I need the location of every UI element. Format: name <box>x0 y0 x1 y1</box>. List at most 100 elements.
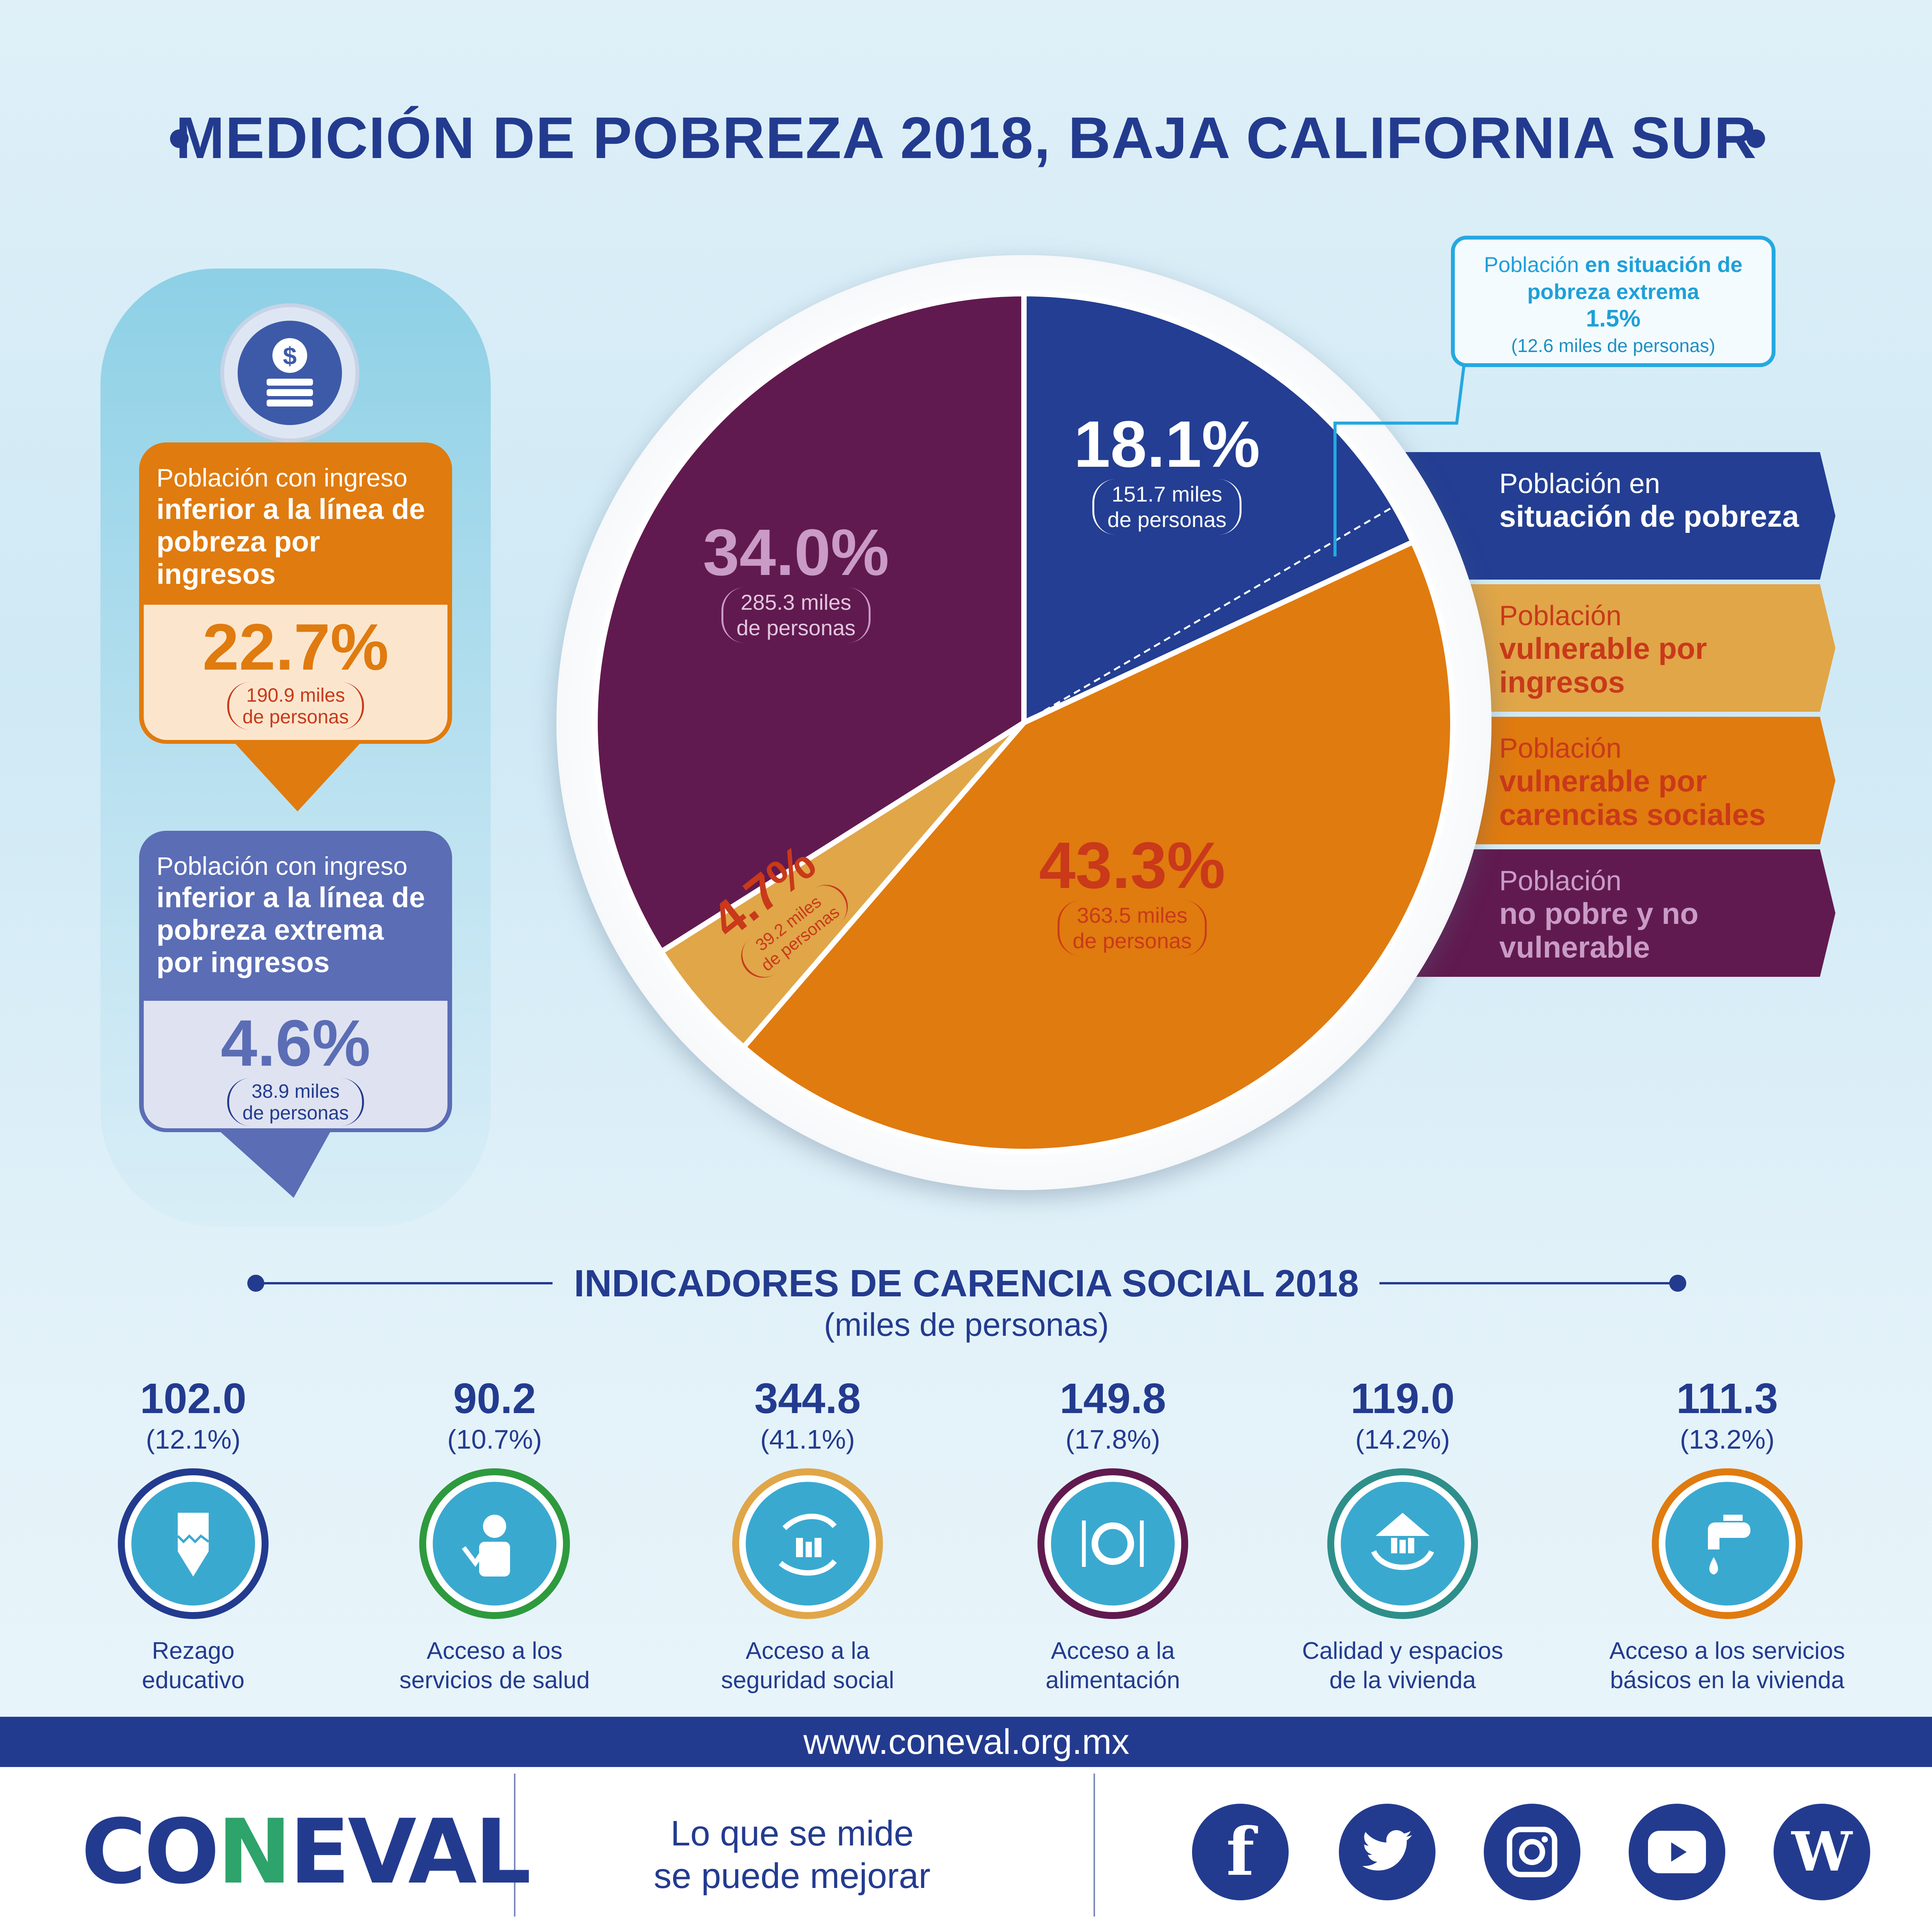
indicator-badge <box>1037 1468 1188 1619</box>
indicator-label: Acceso a los servicios de salud <box>348 1636 641 1695</box>
twitter-icon[interactable] <box>1339 1804 1435 1900</box>
indicator-item: 119.0 (14.2%) Calidad y espacios de la v… <box>1256 1376 1549 1695</box>
income-line-card-pointer <box>232 740 363 811</box>
slice-no-pobre <box>592 291 1027 956</box>
extreme-line-card-pointer <box>216 1128 332 1198</box>
legend-vulnerable-carencias-plain: Población <box>1499 733 1622 764</box>
slice-miles-pobreza-2: de personas <box>1107 507 1227 532</box>
page-title: MEDICIÓN DE POBREZA 2018, BAJA CALIFORNI… <box>175 105 1757 171</box>
indicators-rule-right <box>1379 1282 1677 1284</box>
indicator-value: 119.0 <box>1350 1375 1455 1422</box>
indicator-item: 90.2 (10.7%) Acceso a los servicios de s… <box>348 1376 641 1695</box>
callout-pobreza-extrema: Población en situación de pobreza extrem… <box>1451 236 1776 367</box>
legend-no-pobre-ribbon <box>1376 849 1835 977</box>
indicator-label-line-2: de la vivienda <box>1329 1667 1476 1694</box>
income-line-card: Población con ingreso inferior a la líne… <box>139 442 452 744</box>
legend-pobreza-ribbon <box>1376 452 1835 580</box>
extreme-line-miles-1: 38.9 miles <box>252 1080 340 1102</box>
legend-vulnerable-ingresos-plain: Población <box>1499 600 1622 631</box>
slice-miles-pobreza: 151.7 miles de personas <box>1092 479 1242 535</box>
legend-no-pobre: Población no pobre y no vulnerable <box>1376 849 1835 977</box>
house-icon <box>1341 1482 1464 1605</box>
footer-divider-right <box>1094 1774 1095 1917</box>
extreme-line-card: Población con ingreso inferior a la líne… <box>139 831 452 1132</box>
slice-pct-carencias: 43.3% <box>1039 829 1226 902</box>
footer <box>0 1767 1932 1932</box>
slice-miles-no-pobre-2: de personas <box>736 616 856 640</box>
instagram-icon[interactable] <box>1484 1804 1580 1900</box>
income-line-card-bold: inferior a la línea de pobreza por ingre… <box>156 493 425 590</box>
extreme-line-miles-2: de personas <box>242 1102 349 1124</box>
legend-no-pobre-bold: no pobre y no vulnerable <box>1499 896 1699 964</box>
pie-chart <box>592 291 1456 1154</box>
extreme-line-card-plain: Población con ingreso <box>156 852 408 880</box>
faucet-icon <box>1665 1482 1789 1605</box>
indicator-pct: (13.2%) <box>1680 1424 1775 1454</box>
indicator-pct: (12.1%) <box>146 1424 241 1454</box>
legend-vulnerable-ingresos: Población vulnerable por ingresos <box>1376 584 1835 712</box>
indicator-label-line-1: Acceso a los servicios <box>1609 1638 1845 1664</box>
income-line-miles: 190.9 miles de personas <box>227 682 364 730</box>
indicator-label-line-1: Acceso a los <box>427 1638 563 1664</box>
income-line-pct: 22.7% <box>202 611 389 684</box>
slice-miles-pobreza-1: 151.7 miles <box>1111 482 1223 506</box>
indicator-value: 102.0 <box>140 1375 247 1422</box>
svg-text:$: $ <box>283 342 297 370</box>
indicator-label: Acceso a los servicios básicos en la viv… <box>1580 1636 1874 1695</box>
extreme-line-miles: 38.9 miles de personas <box>227 1078 364 1126</box>
legend-vulnerable-ingresos-ribbon <box>1376 584 1835 712</box>
indicator-item: 344.8 (41.1%) Acceso a la seguridad soci… <box>661 1376 954 1695</box>
indicator-value: 344.8 <box>754 1375 861 1422</box>
slice-miles-carencias-1: 363.5 miles <box>1077 903 1188 927</box>
indicator-badge <box>118 1468 269 1619</box>
legend-pobreza-bold: situación de pobreza <box>1499 499 1799 533</box>
slice-label-pobreza: 18.1% 151.7 miles de personas <box>1059 410 1275 535</box>
youtube-icon[interactable] <box>1629 1804 1725 1900</box>
income-line-miles-2: de personas <box>242 706 349 728</box>
title-bullet-left <box>170 129 189 148</box>
indicator-label-line-1: Acceso a la <box>1051 1638 1175 1664</box>
plate-icon <box>1051 1482 1175 1605</box>
slogan-line-1: Lo que se mide <box>670 1814 914 1853</box>
slice-label-no-pobre: 34.0% 285.3 miles de personas <box>688 518 904 643</box>
indicator-pct: (14.2%) <box>1355 1424 1450 1454</box>
facebook-icon[interactable]: f <box>1192 1804 1289 1900</box>
indicator-value: 149.8 <box>1060 1375 1166 1422</box>
indicator-item: 102.0 (12.1%) Rezago educativo <box>46 1376 340 1695</box>
indicator-badge <box>419 1468 570 1619</box>
legend-pobreza: Población en situación de pobreza <box>1376 452 1835 580</box>
indicator-label-line-2: seguridad social <box>721 1667 895 1694</box>
indicator-label-line-2: alimentación <box>1045 1667 1180 1694</box>
website-link[interactable]: www.coneval.org.mx <box>0 1717 1932 1767</box>
indicators-bullet-right <box>1669 1275 1686 1292</box>
indicator-badge <box>1327 1468 1478 1619</box>
indicator-pct: (41.1%) <box>760 1424 855 1454</box>
indicator-label: Calidad y espacios de la vivienda <box>1256 1636 1549 1695</box>
callout-plain: Población <box>1484 252 1579 277</box>
slogan-line-2: se puede mejorar <box>654 1856 930 1896</box>
income-line-miles-1: 190.9 miles <box>246 684 345 706</box>
legend-no-pobre-plain: Población <box>1499 866 1622 896</box>
indicator-item: 111.3 (13.2%) Acceso a los servicios bás… <box>1580 1376 1874 1695</box>
money-icon: $ <box>220 303 359 442</box>
footer-divider-left <box>514 1774 515 1917</box>
slice-pobreza <box>1021 291 1417 727</box>
callout-bold: en situación de pobreza extrema <box>1527 252 1743 304</box>
wikipedia-icon[interactable]: W <box>1774 1804 1870 1900</box>
indicators-subtitle: (miles de personas) <box>824 1306 1109 1343</box>
callout-pct: 1.5% <box>1586 305 1641 332</box>
slice-miles-carencias: 363.5 miles de personas <box>1057 900 1207 956</box>
indicator-pct: (10.7%) <box>447 1424 542 1454</box>
slice-carencias <box>740 538 1456 1154</box>
indicator-label: Acceso a la seguridad social <box>661 1636 954 1695</box>
family-hands-icon <box>746 1482 869 1605</box>
indicator-value: 90.2 <box>453 1375 536 1422</box>
indicators-rule-left <box>255 1282 553 1284</box>
slice-miles-no-pobre: 285.3 miles de personas <box>721 587 871 643</box>
indicators-title: INDICADORES DE CARENCIA SOCIAL 2018 <box>574 1262 1359 1304</box>
indicator-label-line-1: Rezago <box>152 1638 235 1664</box>
indicator-label-line-2: básicos en la vivienda <box>1610 1667 1845 1694</box>
slice-pct-pobreza: 18.1% <box>1073 408 1260 481</box>
extreme-line-card-bold: inferior a la línea de pobreza extrema p… <box>156 881 425 978</box>
pencil-icon <box>131 1482 255 1605</box>
